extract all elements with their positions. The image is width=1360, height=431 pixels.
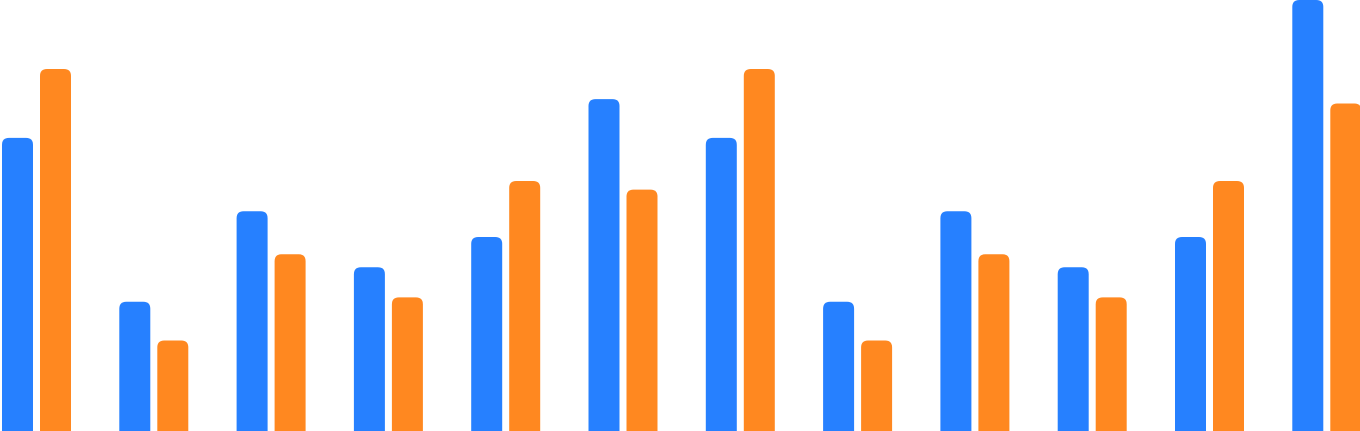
bar-series-2: [978, 254, 1010, 431]
bar-series-1: [2, 137, 33, 431]
bar-series-1: [353, 267, 385, 431]
bar-group: [1175, 181, 1244, 431]
bar-series-1: [236, 211, 268, 431]
bar-series-1: [823, 301, 855, 431]
bar-series-1: [588, 99, 620, 431]
bar-series-2: [274, 254, 306, 431]
bar-series-2: [391, 297, 423, 431]
bar-group: [353, 267, 423, 431]
bar-series-2: [157, 340, 189, 431]
bar-group: [705, 68, 775, 431]
bar-group: [823, 301, 893, 431]
bar-group: [1057, 267, 1127, 431]
bar-series-1: [1175, 237, 1206, 431]
bar-series-2: [509, 181, 541, 431]
bar-group: [588, 99, 658, 431]
bar-series-2: [40, 68, 71, 431]
bar-series-1: [119, 301, 151, 431]
bar-group: [236, 211, 306, 431]
bar-series-2: [743, 68, 775, 431]
bar-series-1: [1057, 267, 1089, 431]
bar-series-2: [626, 189, 658, 431]
bar-group: [2, 68, 71, 431]
bar-series-2: [861, 340, 893, 431]
bar-series-1: [471, 237, 503, 431]
bar-series-2: [1213, 181, 1244, 431]
bar-series-1: [940, 211, 972, 431]
bar-series-1: [705, 137, 737, 431]
bar-group: [471, 181, 541, 431]
bar-series-2: [1330, 103, 1360, 431]
bar-group: [119, 301, 189, 431]
bar-series-1: [1292, 0, 1324, 431]
bar-group: [940, 211, 1010, 431]
bar-group: [1292, 0, 1360, 431]
bar-series-2: [1095, 297, 1127, 431]
